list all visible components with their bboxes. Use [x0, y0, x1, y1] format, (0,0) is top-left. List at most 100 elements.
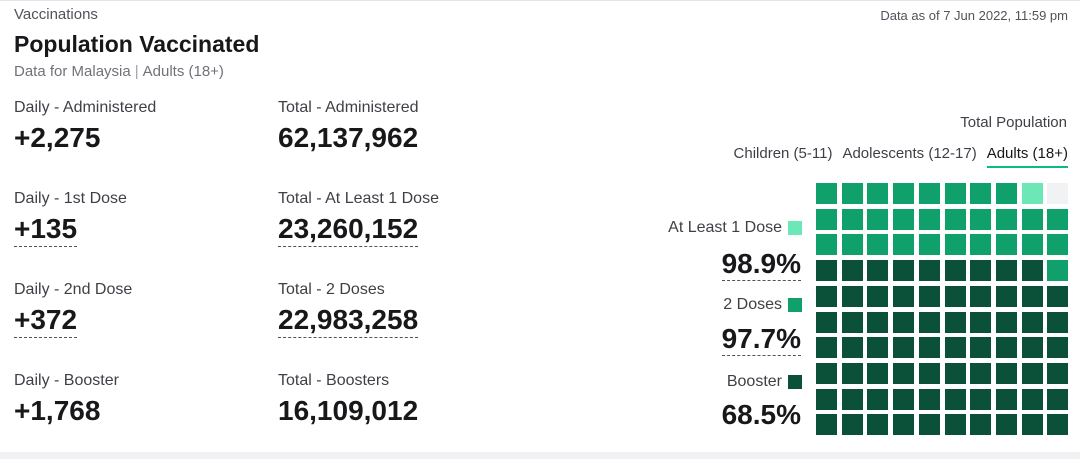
waffle-cell-booster [995, 337, 1017, 359]
waffle-cell-booster [867, 337, 889, 359]
waffle-cell-two-doses [893, 234, 915, 256]
stat-value[interactable]: 22,983,258 [278, 304, 419, 338]
stat-daily-booster: Daily - Booster +1,768 [14, 372, 119, 428]
waffle-cell-two-doses [1047, 208, 1069, 230]
waffle-cell-booster [893, 388, 915, 410]
waffle-cell-two-doses [893, 208, 915, 230]
waffle-cell-booster [918, 285, 940, 307]
age-group-tabs: Children (5-11) Adolescents (12-17) Adul… [734, 145, 1068, 168]
percent-first-dose[interactable]: 98.9% [721, 248, 801, 281]
waffle-cell-booster [841, 311, 863, 333]
waffle-cell-booster [995, 414, 1017, 436]
waffle-cell-booster [995, 311, 1017, 333]
waffle-cell-booster [970, 285, 992, 307]
stat-value[interactable]: +135 [14, 213, 78, 247]
legend-swatch [788, 375, 802, 389]
stat-total-first-dose[interactable]: Total - At Least 1 Dose 23,260,152 [278, 190, 439, 247]
waffle-cell-booster [841, 285, 863, 307]
waffle-cell-booster [816, 311, 837, 333]
waffle-cell-booster [867, 285, 889, 307]
stat-value[interactable]: +372 [14, 304, 78, 338]
waffle-cell-two-doses [944, 208, 966, 230]
waffle-cell-empty [1047, 183, 1069, 204]
tab-children[interactable]: Children (5-11) [733, 145, 833, 162]
waffle-cell-two-doses [970, 183, 992, 204]
stat-label: Daily - 2nd Dose [14, 281, 133, 298]
waffle-cell-two-doses [944, 183, 966, 204]
waffle-cell-two-doses [816, 234, 837, 256]
waffle-cell-booster [893, 362, 915, 384]
waffle-cell-booster [1047, 414, 1069, 436]
waffle-cell-two-doses [816, 208, 837, 230]
waffle-cell-booster [918, 337, 940, 359]
page-background [0, 452, 1080, 459]
stat-label: Total - 2 Doses [278, 281, 385, 298]
waffle-cell-booster [816, 285, 837, 307]
stat-daily-second-dose[interactable]: Daily - 2nd Dose +372 [14, 281, 132, 338]
percent-second-dose[interactable]: 97.7% [721, 323, 801, 356]
waffle-cell-booster [816, 362, 837, 384]
waffle-cell-booster [970, 414, 992, 436]
stat-total-second-dose[interactable]: Total - 2 Doses 22,983,258 [278, 281, 419, 338]
legend-swatch [788, 298, 802, 312]
waffle-cell-booster [1021, 362, 1043, 384]
waffle-cell-two-doses [995, 208, 1017, 230]
waffle-cell-booster [944, 285, 966, 307]
stat-label: Daily - Booster [14, 372, 119, 389]
data-timestamp: Data as of 7 Jun 2022, 11:59 pm [880, 8, 1068, 23]
legend-booster: Booster [727, 373, 802, 391]
waffle-cell-booster [970, 311, 992, 333]
waffle-cell-booster [944, 337, 966, 359]
waffle-cell-two-doses [918, 234, 940, 256]
stat-value: 16,109,012 [278, 395, 419, 426]
waffle-cell-two-doses [918, 208, 940, 230]
waffle-cell-booster [1021, 414, 1043, 436]
stat-value: +1,768 [14, 395, 101, 426]
waffle-cell-booster [841, 337, 863, 359]
waffle-cell-booster [995, 362, 1017, 384]
legend-swatch [788, 221, 802, 235]
waffle-cell-two-doses [995, 234, 1017, 256]
waffle-cell-booster [893, 260, 915, 282]
tab-adults[interactable]: Adults (18+) [986, 145, 1068, 168]
waffle-cell-booster [970, 337, 992, 359]
waffle-cell-booster [995, 260, 1017, 282]
stat-label: Daily - Administered [14, 99, 157, 116]
total-population-label: Total Population [960, 114, 1067, 131]
stat-daily-first-dose[interactable]: Daily - 1st Dose +135 [14, 190, 127, 247]
waffle-cell-two-doses [867, 234, 889, 256]
waffle-cell-booster [1021, 311, 1043, 333]
waffle-cell-booster [1021, 388, 1043, 410]
waffle-cell-booster [1021, 285, 1043, 307]
waffle-cell-booster [1047, 388, 1069, 410]
stat-value: +2,275 [14, 122, 101, 153]
legend-first-dose: At Least 1 Dose [668, 219, 802, 237]
stat-label: Total - At Least 1 Dose [278, 190, 439, 207]
waffle-cell-booster [1021, 260, 1043, 282]
waffle-cell-two-doses [867, 183, 889, 204]
waffle-cell-booster [841, 414, 863, 436]
waffle-cell-two-doses [816, 183, 837, 204]
waffle-cell-booster [918, 414, 940, 436]
waffle-cell-booster [841, 260, 863, 282]
subtitle: Data for Malaysia | Adults (18+) [14, 63, 224, 80]
legend-second-dose: 2 Doses [723, 296, 802, 314]
tab-adolescents[interactable]: Adolescents (12-17) [842, 145, 977, 162]
percent-booster: 68.5% [721, 399, 801, 430]
waffle-cell-two-doses [918, 183, 940, 204]
waffle-cell-booster [944, 414, 966, 436]
waffle-cell-booster [867, 388, 889, 410]
waffle-cell-booster [841, 362, 863, 384]
stat-value[interactable]: 23,260,152 [278, 213, 419, 247]
waffle-cell-booster [867, 311, 889, 333]
waffle-cell-booster [893, 311, 915, 333]
waffle-cell-booster [1047, 362, 1069, 384]
waffle-cell-two-doses [1047, 234, 1069, 256]
legend-label: Booster [726, 373, 782, 390]
waffle-cell-booster [867, 414, 889, 436]
waffle-cell-booster [918, 311, 940, 333]
stat-value: 62,137,962 [278, 122, 419, 153]
waffle-cell-two-doses [841, 183, 863, 204]
waffle-cell-booster [944, 388, 966, 410]
